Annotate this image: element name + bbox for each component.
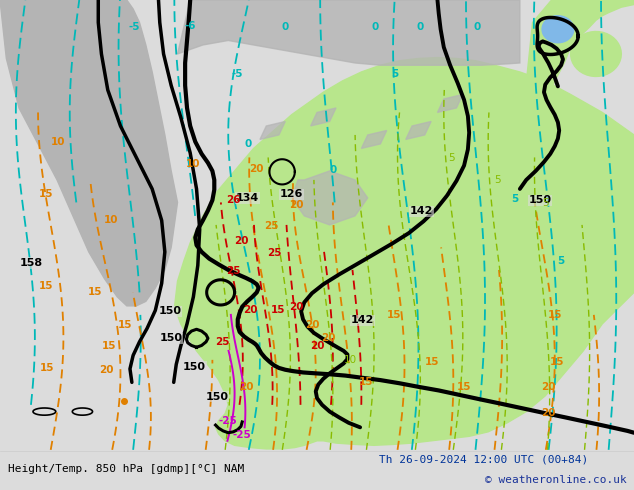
- Text: 20: 20: [100, 365, 113, 375]
- Polygon shape: [260, 122, 285, 140]
- Text: 0: 0: [372, 22, 379, 32]
- Text: 10: 10: [344, 355, 357, 365]
- Text: 15: 15: [39, 189, 53, 199]
- Text: -6: -6: [184, 21, 196, 31]
- Text: 142: 142: [351, 315, 374, 325]
- Text: 20: 20: [321, 333, 335, 343]
- Text: 20: 20: [541, 408, 555, 418]
- Text: 142: 142: [410, 206, 433, 217]
- Text: 5: 5: [495, 175, 501, 185]
- Polygon shape: [361, 130, 387, 148]
- Polygon shape: [178, 0, 520, 65]
- Text: 15: 15: [102, 342, 116, 351]
- Text: 0: 0: [416, 22, 424, 32]
- Text: 25: 25: [226, 266, 240, 276]
- Text: © weatheronline.co.uk: © weatheronline.co.uk: [484, 475, 626, 485]
- Text: 10: 10: [104, 216, 118, 225]
- Text: 0: 0: [245, 139, 252, 149]
- Text: 20: 20: [250, 164, 264, 173]
- Text: 20: 20: [541, 382, 555, 392]
- Text: 0: 0: [281, 22, 289, 32]
- Text: 150: 150: [529, 195, 552, 205]
- Text: Th 26-09-2024 12:00 UTC (00+84): Th 26-09-2024 12:00 UTC (00+84): [379, 455, 588, 465]
- Text: 15: 15: [41, 363, 55, 373]
- Text: 15: 15: [271, 305, 285, 316]
- Text: 15: 15: [119, 320, 133, 330]
- Polygon shape: [406, 122, 431, 140]
- Text: 20: 20: [306, 320, 320, 330]
- Text: 15: 15: [88, 287, 102, 297]
- Text: 20: 20: [310, 342, 324, 351]
- Text: 10: 10: [51, 137, 65, 147]
- Text: Height/Temp. 850 hPa [gdmp][°C] NAM: Height/Temp. 850 hPa [gdmp][°C] NAM: [8, 464, 244, 474]
- Text: 150: 150: [205, 392, 228, 402]
- Text: 20: 20: [290, 302, 304, 312]
- Polygon shape: [571, 31, 621, 76]
- Text: 150: 150: [158, 306, 181, 316]
- Text: 15: 15: [387, 310, 401, 320]
- Text: 15: 15: [457, 382, 471, 392]
- Text: 25: 25: [264, 221, 278, 231]
- Text: 15: 15: [425, 357, 439, 367]
- Text: -5: -5: [129, 22, 140, 32]
- Text: 0: 0: [473, 22, 481, 32]
- Text: 10: 10: [186, 159, 200, 169]
- Text: 158: 158: [20, 258, 43, 268]
- Polygon shape: [311, 108, 336, 126]
- Text: 20: 20: [234, 236, 248, 245]
- Polygon shape: [437, 95, 463, 113]
- Text: 25: 25: [215, 337, 229, 347]
- Polygon shape: [520, 0, 634, 144]
- Text: 25: 25: [267, 248, 281, 258]
- Polygon shape: [0, 0, 178, 306]
- Text: -25: -25: [219, 416, 238, 426]
- Text: 150: 150: [183, 362, 206, 371]
- Text: 5: 5: [511, 194, 519, 204]
- Text: -5: -5: [232, 69, 243, 79]
- Text: 5: 5: [557, 256, 565, 266]
- Text: 20: 20: [290, 199, 304, 210]
- Text: 150: 150: [160, 333, 183, 343]
- Text: -25: -25: [233, 430, 252, 441]
- Polygon shape: [292, 171, 368, 225]
- Polygon shape: [174, 58, 634, 449]
- Text: 5: 5: [542, 198, 548, 208]
- Text: 26: 26: [226, 195, 240, 205]
- Text: 126: 126: [280, 189, 303, 199]
- Polygon shape: [542, 16, 574, 43]
- Text: 0: 0: [329, 165, 337, 175]
- Text: 134: 134: [236, 193, 259, 203]
- Text: 15: 15: [550, 357, 564, 367]
- Text: 5: 5: [391, 69, 398, 79]
- Text: 20: 20: [239, 382, 253, 392]
- Text: 15: 15: [39, 281, 53, 291]
- Text: 15: 15: [359, 377, 373, 388]
- Text: 15: 15: [548, 310, 562, 320]
- Text: 5: 5: [448, 153, 455, 163]
- Text: 20: 20: [243, 305, 257, 316]
